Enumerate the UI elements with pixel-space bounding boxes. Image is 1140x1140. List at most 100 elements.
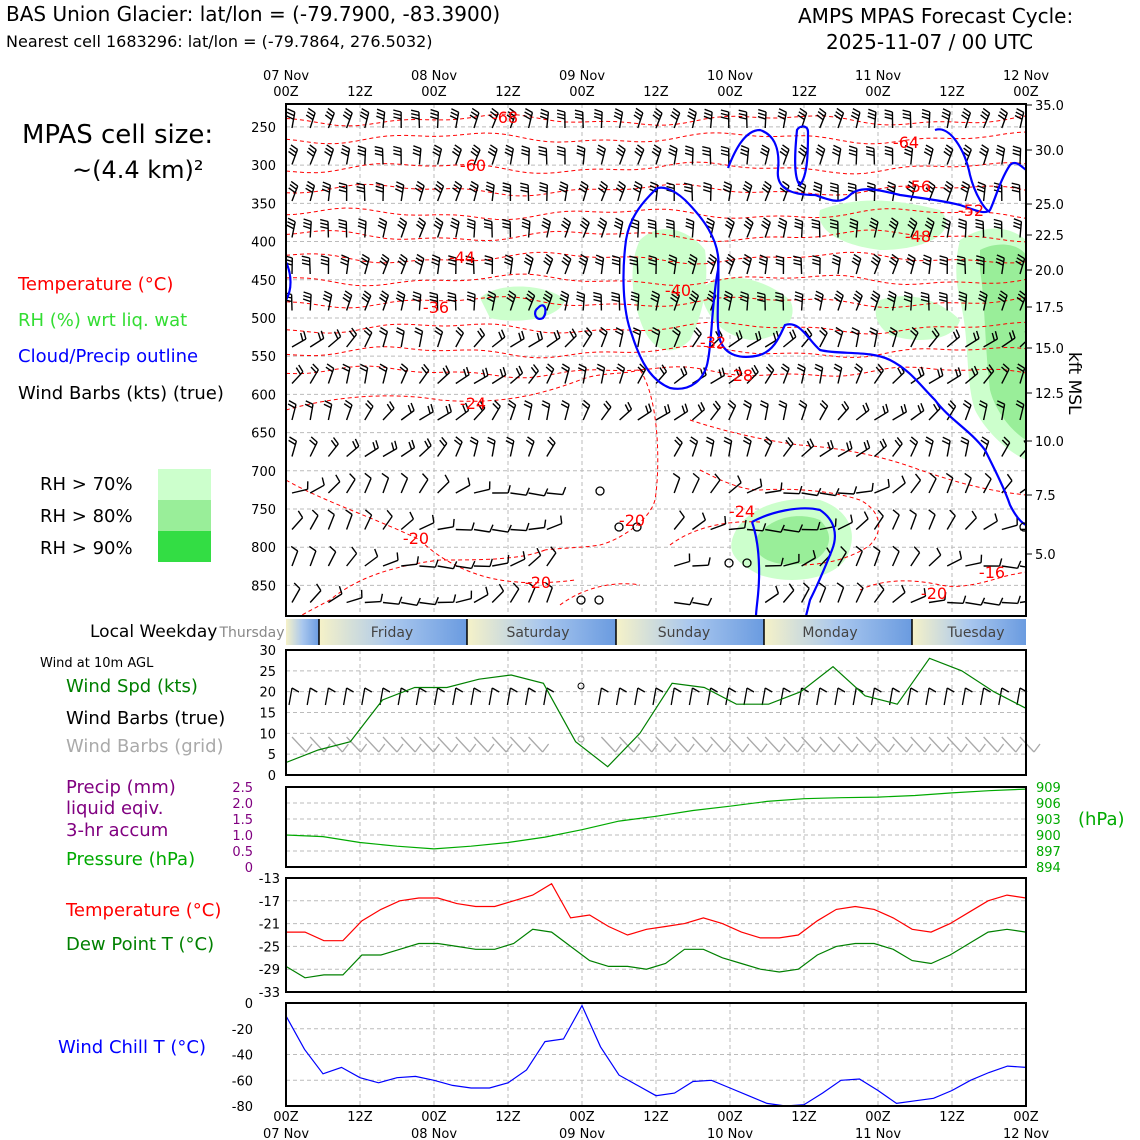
wind-barb-feather (289, 147, 297, 154)
wind-barb-feather (633, 327, 641, 332)
wind-barb-feather (354, 438, 360, 447)
wind-barb-feather (920, 402, 925, 411)
wind-barb-feather (574, 109, 583, 113)
temperature-tick-label: -29 (259, 963, 280, 978)
wind-barb-feather (522, 218, 531, 223)
pressure-tick-label: 550 (251, 350, 276, 365)
wind-barb (910, 258, 916, 275)
wind-barb-feather (544, 257, 552, 263)
wind-barb-feather (333, 331, 339, 340)
wind-barb-feather (702, 146, 711, 150)
wind-barb-feather (434, 559, 439, 568)
true-wind-barb (779, 687, 785, 706)
wind-barb (964, 185, 971, 202)
wind-barb (491, 374, 507, 385)
wind-barb (473, 149, 481, 165)
wind-barb-feather (817, 111, 825, 117)
wind-barb-feather (882, 438, 888, 447)
wind-barb-feather (356, 186, 365, 190)
wind-barb-feather (616, 147, 625, 154)
wind-barb-feather (704, 108, 713, 113)
wind-barb-feather (452, 561, 458, 569)
wind-barb (873, 184, 876, 202)
wind-barb-feather (797, 363, 806, 369)
wind-barb-feather (322, 297, 331, 303)
wind-barb-feather (651, 330, 660, 336)
wind-barb-feather (455, 329, 463, 337)
wind-barb-feather (450, 221, 459, 226)
wind-barb-feather (613, 115, 622, 120)
wind-barb-feather (924, 224, 933, 230)
wind-barb (509, 295, 517, 311)
wind-tick-label: 15 (259, 707, 276, 722)
wind-barb-feather (471, 522, 475, 531)
wind-barb (855, 550, 863, 567)
wind-barb (309, 294, 312, 311)
wind-barb-feather (995, 261, 1004, 266)
windchill-tick-label: -40 (232, 1049, 253, 1064)
wind-barb-feather (484, 258, 493, 263)
wind-barb-feather (884, 109, 893, 113)
wind-barb-feather (832, 148, 841, 153)
true-wind-barb-feather (910, 687, 919, 693)
wind-barb-feather (364, 509, 373, 516)
wind-barb-feather (884, 149, 893, 153)
true-wind-barb (925, 687, 930, 706)
wind-barb-feather (597, 147, 605, 154)
wind-barb-feather (374, 146, 383, 150)
wind-barb (710, 523, 726, 531)
wind-barb-feather (301, 262, 311, 266)
wind-barb-feather (289, 436, 297, 442)
wind-barb-feather (921, 112, 930, 117)
wind-barb-feather (802, 582, 810, 589)
wind-barb-feather (485, 184, 494, 190)
wind-barb-feather (975, 262, 984, 266)
wind-barb (510, 528, 527, 532)
wind-barb-feather (957, 262, 966, 266)
wind-barb-feather (690, 436, 698, 442)
wind-barb-feather (942, 217, 951, 223)
bottom-day-label: 12 Nov (1003, 1127, 1049, 1140)
wind-barb-feather (941, 440, 950, 445)
wind-barb-feather (667, 261, 676, 266)
wind-barb (401, 563, 418, 567)
wind-barb-feather (324, 400, 333, 406)
wind-barb-feather (577, 367, 586, 372)
true-wind-barb-feather (801, 687, 809, 693)
wind-barb (418, 185, 425, 202)
grid-wind-barb-feather (960, 743, 968, 753)
wind-barb-feather (855, 363, 863, 370)
temperature-line (286, 882, 1027, 942)
wind-barb-feather (701, 512, 707, 521)
wind-barb-feather (666, 222, 675, 226)
wind-barb-feather (298, 364, 304, 373)
wind-barb-feather (981, 111, 989, 117)
wind-barb-feather (357, 221, 367, 226)
wind-barb-feather (855, 545, 863, 552)
wind-barb-feather (469, 187, 477, 193)
temperature-contour-label: -20 (619, 511, 645, 530)
wind-barb-feather (452, 518, 455, 527)
wind-barb-feather (361, 296, 369, 303)
wind-barb-feather (981, 436, 990, 442)
pressure-tick-label: 903 (1036, 813, 1061, 828)
wind-barb-feather (574, 113, 583, 117)
wind-barb (600, 258, 605, 275)
wind-barbs-grid-label: Wind Barbs (grid) (66, 736, 224, 757)
wind-barb-feather (939, 262, 948, 266)
wind-barb-feather (286, 255, 293, 259)
temperature-contour (286, 365, 1026, 379)
wind-barb-feather (539, 185, 548, 190)
wind-barb-feather (753, 364, 759, 373)
wind-barb (746, 185, 753, 202)
wind-barb-feather (746, 217, 754, 224)
weekday-name: Thursday (218, 625, 284, 641)
wind-barb-feather (877, 509, 884, 517)
wind-barb-feather (944, 592, 947, 601)
wind-barb-feather (303, 331, 307, 340)
wind-barb (291, 550, 299, 567)
wind-barb-feather (865, 146, 875, 150)
true-wind-barb-feather (983, 687, 991, 693)
time-hour-label: 00Z (273, 85, 299, 100)
